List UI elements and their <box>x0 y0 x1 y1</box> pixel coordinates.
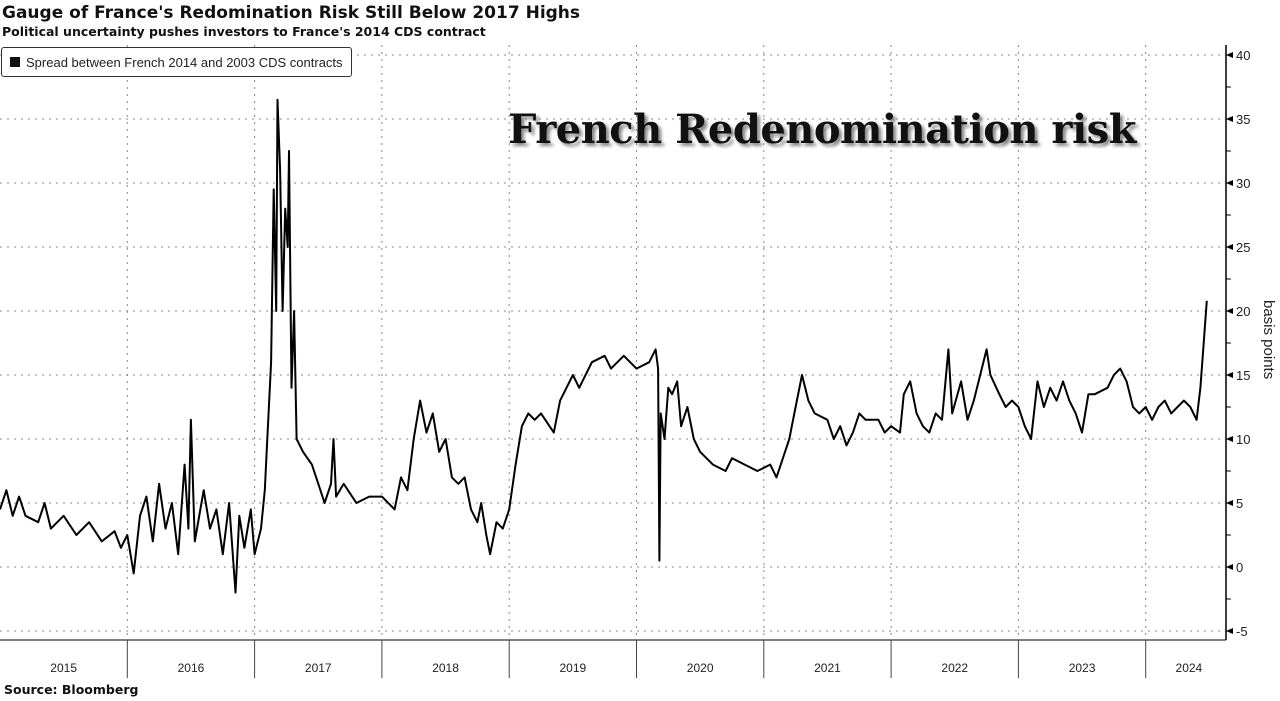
y-tick-label: -5 <box>1236 624 1248 639</box>
y-tick-label: 5 <box>1236 496 1243 511</box>
y-tick-label: 15 <box>1236 368 1250 383</box>
x-tick-label: 2018 <box>432 661 459 675</box>
chart-title: Gauge of France's Redomination Risk Stil… <box>2 3 581 23</box>
legend: Spread between French 2014 and 2003 CDS … <box>1 47 352 77</box>
y-tick <box>1226 244 1233 250</box>
y-tick-label: 40 <box>1236 48 1250 63</box>
x-tick-label: 2019 <box>559 661 586 675</box>
y-tick-label: 35 <box>1236 112 1250 127</box>
y-tick-label: 25 <box>1236 240 1250 255</box>
y-tick <box>1226 628 1233 634</box>
y-axis: -5 0 5 10 15 20 25 30 35 40 <box>1225 45 1250 640</box>
y-tick <box>1226 372 1233 378</box>
x-axis: 2015 2016 2017 2018 2019 2020 2021 2022 2023 2024 <box>0 639 1226 678</box>
y-tick <box>1226 436 1233 442</box>
x-tick-label: 2024 <box>1176 661 1203 675</box>
x-tick-label: 2022 <box>941 661 968 675</box>
x-tick-label: 2023 <box>1069 661 1096 675</box>
y-tick-label: 20 <box>1236 304 1250 319</box>
y-tick <box>1226 564 1233 570</box>
source-note: Source: Bloomberg <box>4 682 139 697</box>
legend-label: Spread between French 2014 and 2003 CDS … <box>26 54 343 70</box>
y-tick <box>1226 116 1233 122</box>
y-axis-label: basis points <box>1260 300 1277 379</box>
x-tick-label: 2020 <box>687 661 714 675</box>
x-tick-label: 2017 <box>305 661 332 675</box>
y-tick <box>1226 180 1233 186</box>
y-tick-label: 0 <box>1236 560 1243 575</box>
x-tick-label: 2021 <box>814 661 841 675</box>
y-tick <box>1226 308 1233 314</box>
y-tick <box>1226 500 1233 506</box>
y-tick <box>1226 52 1233 58</box>
x-tick-label: 2015 <box>50 661 77 675</box>
chart-subtitle: Political uncertainty pushes investors t… <box>2 24 486 39</box>
x-tick-label: 2016 <box>178 661 205 675</box>
legend-swatch <box>10 57 20 67</box>
series-line-spread <box>0 98 1208 594</box>
annotation: French Redenomination risk <box>508 106 1136 153</box>
y-tick-label: 10 <box>1236 432 1250 447</box>
y-tick-label: 30 <box>1236 176 1250 191</box>
